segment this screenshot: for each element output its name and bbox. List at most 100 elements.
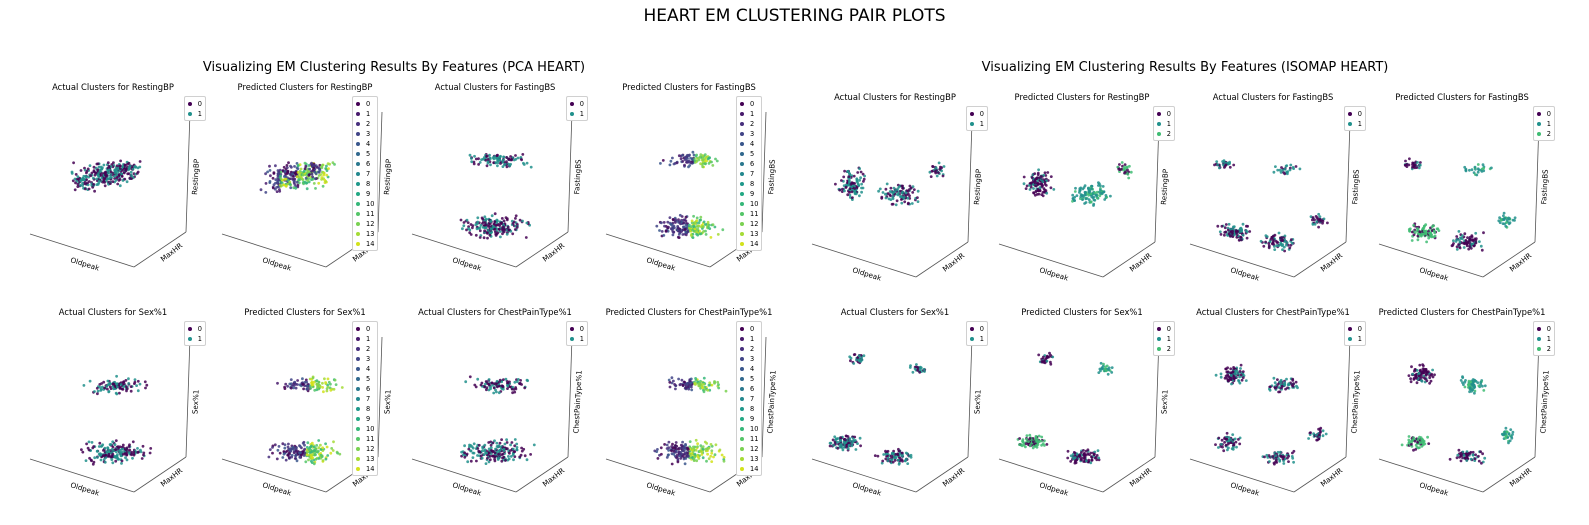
legend-marker bbox=[356, 242, 360, 246]
data-point bbox=[105, 450, 109, 453]
legend-marker bbox=[356, 447, 360, 451]
data-point bbox=[124, 448, 128, 452]
legend-label: 5 bbox=[750, 150, 755, 158]
data-point bbox=[466, 221, 470, 225]
data-point bbox=[301, 178, 305, 182]
data-point bbox=[668, 385, 672, 389]
data-point bbox=[861, 172, 865, 176]
data-point bbox=[463, 444, 466, 448]
data-point bbox=[92, 182, 95, 186]
data-point bbox=[1093, 450, 1097, 454]
data-point bbox=[1237, 379, 1240, 382]
data-point bbox=[1066, 456, 1070, 460]
data-point bbox=[690, 452, 694, 455]
data-point bbox=[930, 169, 934, 173]
data-point bbox=[663, 443, 666, 446]
data-point bbox=[495, 221, 499, 225]
data-point bbox=[1464, 456, 1467, 460]
legend-marker bbox=[1156, 337, 1161, 341]
data-point bbox=[897, 185, 901, 189]
data-point bbox=[123, 177, 127, 181]
data-point bbox=[905, 457, 908, 461]
data-point bbox=[506, 384, 510, 388]
z-axis-line bbox=[1154, 336, 1160, 458]
data-point bbox=[1274, 460, 1277, 464]
legend-entry: 13 bbox=[356, 454, 374, 464]
data-point bbox=[275, 457, 279, 461]
data-point bbox=[469, 449, 472, 453]
data-point bbox=[497, 391, 501, 395]
legend-marker bbox=[1156, 327, 1161, 331]
legend-entry: 8 bbox=[740, 404, 758, 414]
data-point bbox=[487, 447, 491, 451]
data-point bbox=[489, 220, 493, 223]
data-point bbox=[1472, 238, 1475, 242]
data-point bbox=[833, 435, 837, 439]
data-point bbox=[1281, 239, 1285, 242]
data-point bbox=[672, 231, 675, 234]
data-point bbox=[1226, 448, 1229, 452]
data-point bbox=[1018, 443, 1021, 446]
subplot-12: Predicted Clusters for ChestPainType%1 Ol… bbox=[594, 307, 784, 517]
group-title-pca: Visualizing EM Clustering Results By Fea… bbox=[202, 60, 586, 75]
data-point bbox=[1096, 449, 1100, 452]
data-point bbox=[853, 353, 857, 356]
data-point bbox=[1417, 374, 1421, 378]
data-point bbox=[1241, 222, 1245, 226]
data-point bbox=[1425, 372, 1428, 376]
legend-entry: 11 bbox=[740, 209, 758, 219]
data-point bbox=[96, 456, 99, 459]
data-point bbox=[838, 188, 842, 192]
data-point bbox=[138, 165, 142, 169]
data-point bbox=[125, 387, 129, 391]
data-point bbox=[317, 446, 321, 450]
data-point bbox=[858, 167, 861, 171]
legend-marker bbox=[740, 447, 744, 451]
legend-entry: 2 bbox=[356, 119, 374, 129]
data-point bbox=[500, 217, 504, 220]
data-point bbox=[1219, 233, 1223, 236]
data-point bbox=[1236, 230, 1239, 233]
data-point bbox=[1024, 187, 1028, 190]
data-point bbox=[1283, 249, 1286, 253]
data-point bbox=[272, 172, 276, 175]
data-point bbox=[516, 378, 520, 381]
data-point bbox=[705, 442, 709, 445]
legend-marker bbox=[1156, 112, 1161, 116]
data-point bbox=[835, 437, 838, 441]
data-point bbox=[1093, 452, 1096, 456]
data-point bbox=[1224, 163, 1228, 167]
data-point bbox=[286, 182, 290, 186]
data-point bbox=[1038, 182, 1042, 186]
legend-label: 8 bbox=[366, 405, 371, 413]
data-point bbox=[843, 441, 846, 445]
data-point bbox=[278, 451, 282, 455]
data-point bbox=[848, 187, 852, 190]
data-point bbox=[1232, 225, 1236, 229]
data-point bbox=[1416, 238, 1420, 242]
data-point bbox=[312, 182, 316, 185]
legend: 0 1 2 3 4 5 6 7 8 9 10 11 12 13 14 bbox=[736, 321, 763, 476]
data-point bbox=[1239, 373, 1243, 377]
y-axis-label: MaxHR bbox=[1128, 251, 1153, 274]
data-point bbox=[1417, 371, 1421, 375]
data-point bbox=[831, 438, 835, 442]
data-point bbox=[1237, 438, 1240, 441]
y-axis-line bbox=[915, 241, 969, 278]
data-point bbox=[881, 459, 885, 463]
data-point bbox=[115, 173, 118, 177]
data-point bbox=[1465, 459, 1469, 462]
data-point bbox=[660, 221, 663, 225]
legend-marker bbox=[569, 337, 574, 341]
data-point bbox=[929, 175, 933, 178]
data-point bbox=[1407, 440, 1411, 444]
data-point bbox=[1452, 239, 1455, 243]
data-point bbox=[1037, 353, 1041, 357]
data-point bbox=[1224, 367, 1228, 371]
data-point bbox=[1448, 457, 1452, 461]
data-point bbox=[111, 385, 115, 388]
data-point bbox=[1281, 457, 1285, 461]
data-point bbox=[490, 381, 494, 385]
data-point bbox=[1480, 248, 1484, 252]
legend-entry: 8 bbox=[356, 404, 374, 414]
